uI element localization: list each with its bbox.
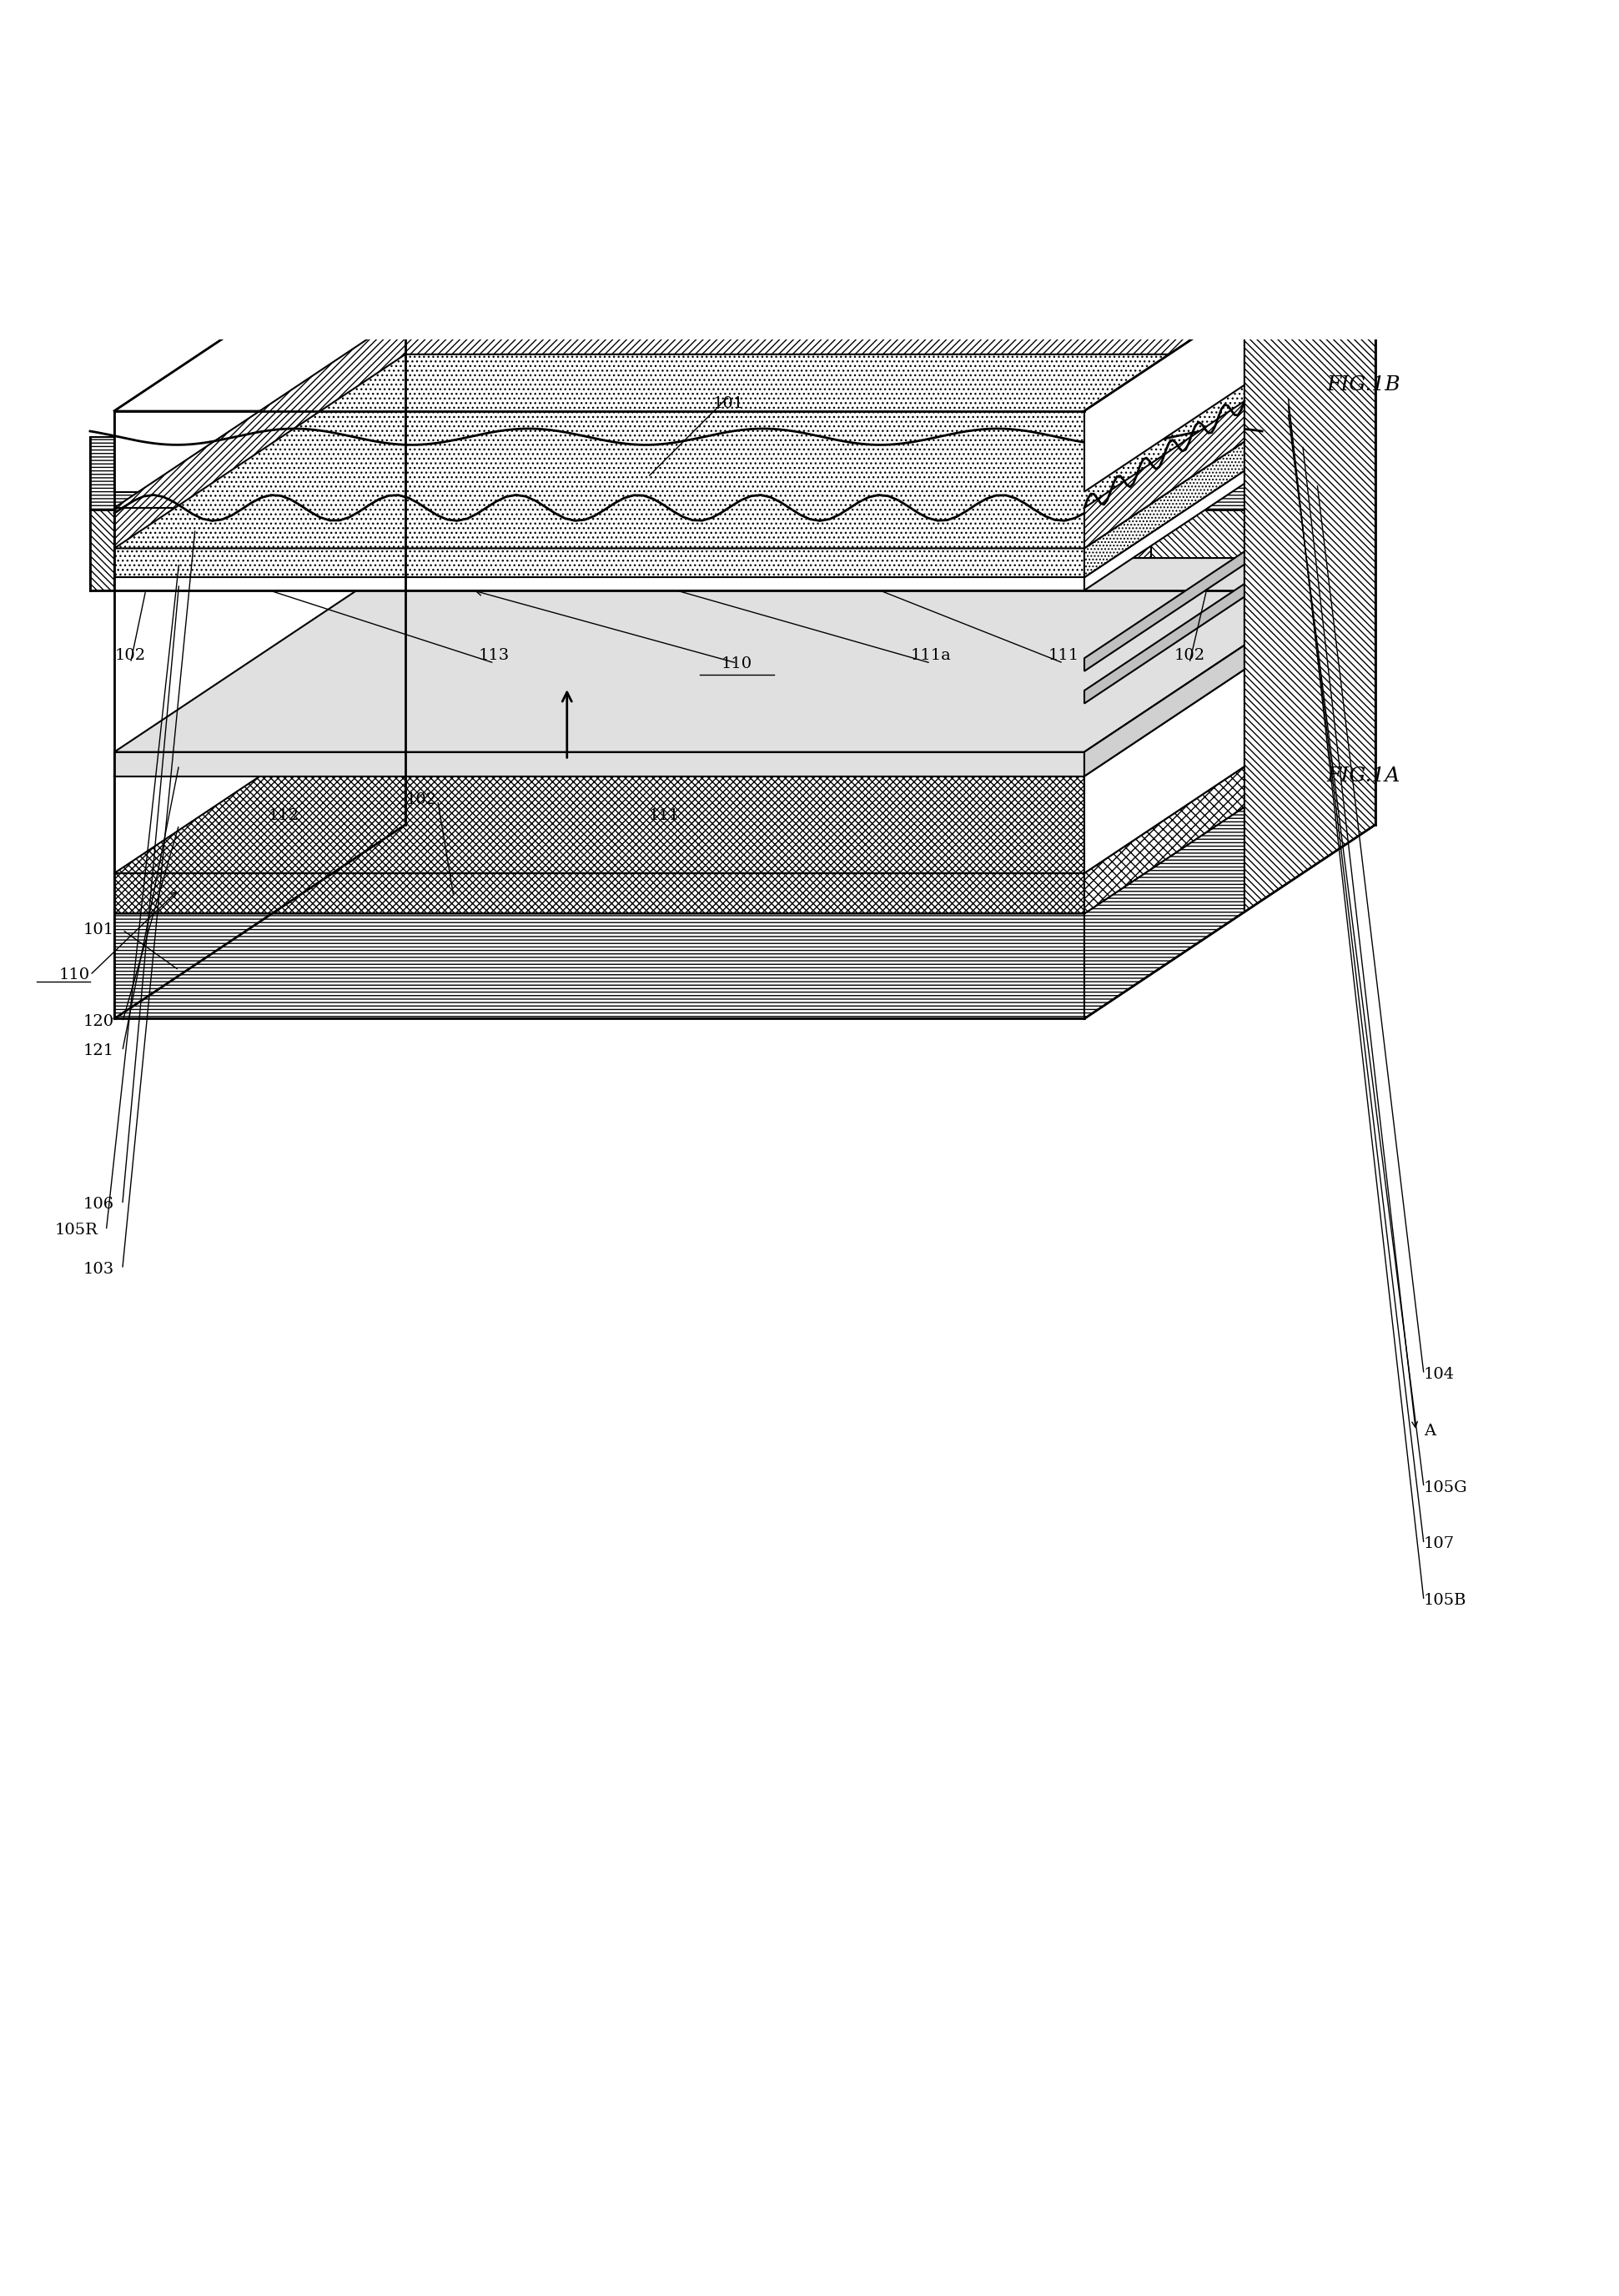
Polygon shape <box>1085 402 1245 549</box>
Text: 110: 110 <box>722 657 753 670</box>
Polygon shape <box>1085 303 1245 491</box>
Text: 101: 101 <box>714 397 745 411</box>
Text: 107: 107 <box>1423 1536 1455 1552</box>
Polygon shape <box>1085 551 1245 670</box>
Text: 105B: 105B <box>1423 1593 1467 1607</box>
Polygon shape <box>1085 806 1245 1019</box>
Text: 112: 112 <box>269 808 300 824</box>
Polygon shape <box>1085 583 1245 703</box>
Polygon shape <box>1085 471 1245 590</box>
Polygon shape <box>1085 680 1375 914</box>
Polygon shape <box>1085 670 1245 872</box>
Polygon shape <box>115 719 1375 914</box>
Polygon shape <box>473 510 609 590</box>
Polygon shape <box>337 510 473 590</box>
Text: 113: 113 <box>479 647 510 664</box>
Text: 104: 104 <box>1423 1366 1455 1382</box>
Polygon shape <box>91 436 1263 510</box>
Polygon shape <box>201 510 337 590</box>
Polygon shape <box>115 872 1085 914</box>
Polygon shape <box>1015 510 1151 590</box>
Polygon shape <box>1151 510 1263 590</box>
Polygon shape <box>115 354 1375 549</box>
Polygon shape <box>1085 441 1245 576</box>
Polygon shape <box>115 680 1375 872</box>
Polygon shape <box>1085 719 1375 1019</box>
Polygon shape <box>115 315 1375 507</box>
Text: 120: 120 <box>83 1015 115 1029</box>
Text: A: A <box>1423 1424 1436 1437</box>
Text: 105G: 105G <box>1423 1481 1468 1495</box>
Text: 111: 111 <box>649 808 680 824</box>
Polygon shape <box>115 576 1085 590</box>
Polygon shape <box>115 558 1375 753</box>
Text: 106: 106 <box>83 1196 115 1212</box>
Polygon shape <box>609 510 745 590</box>
Text: FIG.1A: FIG.1A <box>1328 767 1400 785</box>
Text: 111: 111 <box>1047 647 1078 664</box>
Polygon shape <box>115 411 1085 491</box>
Text: 121: 121 <box>83 1042 115 1058</box>
Polygon shape <box>115 507 1085 549</box>
Polygon shape <box>115 216 1375 411</box>
Polygon shape <box>91 510 201 590</box>
Text: 103: 103 <box>83 1263 115 1277</box>
Text: 110: 110 <box>60 967 91 983</box>
Polygon shape <box>1085 767 1245 914</box>
Text: 102: 102 <box>1174 647 1205 664</box>
Polygon shape <box>1245 216 1375 912</box>
Polygon shape <box>1085 645 1245 776</box>
Polygon shape <box>1085 558 1375 776</box>
Text: 102: 102 <box>115 647 146 664</box>
Polygon shape <box>745 510 879 590</box>
Text: 111a: 111a <box>910 647 950 664</box>
Polygon shape <box>115 549 1085 576</box>
Polygon shape <box>115 753 1085 776</box>
Polygon shape <box>115 914 1085 1019</box>
Text: 105R: 105R <box>55 1224 99 1238</box>
Text: 101: 101 <box>83 923 115 937</box>
Text: FIG.1B: FIG.1B <box>1328 377 1400 395</box>
Text: 102: 102 <box>406 792 437 808</box>
Polygon shape <box>879 510 1015 590</box>
